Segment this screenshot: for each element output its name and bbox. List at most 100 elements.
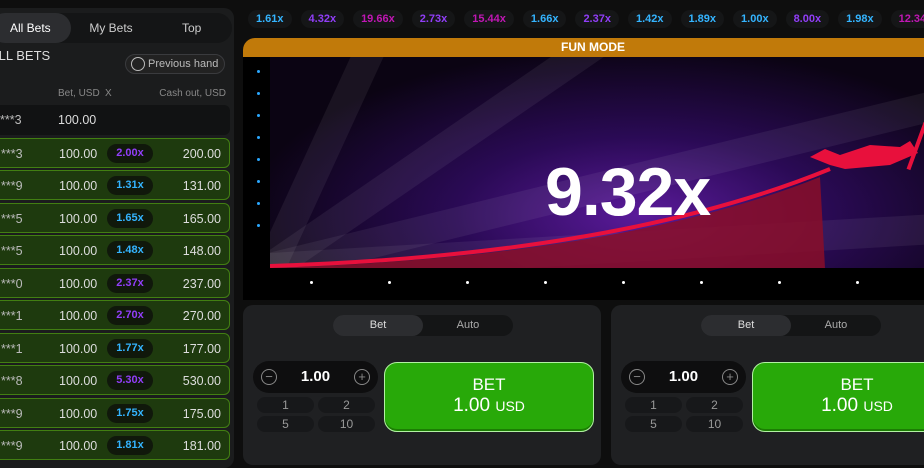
bets-list: ***3 100.00 ***3 100.00 2.00x 200.00 ***9… xyxy=(0,105,230,463)
axis-dot xyxy=(257,180,260,183)
axis-dot xyxy=(257,136,260,139)
user-name: ***8 xyxy=(1,374,23,388)
user-name: ***0 xyxy=(1,276,23,291)
cashout-multiplier: 1.75x xyxy=(107,403,153,423)
previous-hand-label: Previous hand xyxy=(148,58,219,70)
bet-panel: Bet Auto − 1.00 + 1 2 5 10 BET 1.00 USD xyxy=(611,305,924,465)
user-name: ***3 xyxy=(0,113,22,127)
bet-amount: 100.00 xyxy=(59,179,98,193)
bet-button[interactable]: BET 1.00 USD xyxy=(384,362,594,432)
minus-icon[interactable]: − xyxy=(261,369,277,385)
bet-button-currency: USD xyxy=(863,398,893,414)
cashout-multiplier: 1.81x xyxy=(107,436,153,455)
bet-amount-value[interactable]: 1.00 xyxy=(300,368,331,385)
cashout-multiplier: 2.70x xyxy=(107,306,153,325)
tab-top[interactable]: Top xyxy=(182,21,202,35)
bet-amount: 100.00 xyxy=(59,439,98,453)
minus-icon[interactable]: − xyxy=(629,369,645,385)
bet-amount: 100.00 xyxy=(59,276,98,291)
cashout-amount: 131.00 xyxy=(182,179,221,193)
user-name: ***3 xyxy=(1,146,23,161)
cashout-amount: 270.00 xyxy=(182,309,221,323)
axis-dot xyxy=(544,281,547,284)
history-multiplier[interactable]: 15.44x xyxy=(464,10,514,28)
cashout-amount: 175.00 xyxy=(182,406,221,421)
bet-row: ***9 100.00 1.81x 181.00 xyxy=(0,430,230,460)
game-area: FUN MODE 9.32x xyxy=(243,38,924,300)
axis-dot xyxy=(257,114,260,117)
history-multiplier[interactable]: 1.42x xyxy=(627,10,672,28)
history-multiplier[interactable]: 12.34x xyxy=(890,10,924,28)
quick-amount-button[interactable]: 5 xyxy=(257,416,314,432)
bet-button-label: BET xyxy=(472,375,506,394)
history-icon xyxy=(131,57,145,71)
bet-row: ***5 100.00 1.65x 165.00 xyxy=(0,202,230,233)
quick-amount-button[interactable]: 10 xyxy=(686,416,743,432)
bets-tabs: All Bets My Bets Top xyxy=(0,13,232,43)
bet-mode-tabs: Bet Auto xyxy=(333,315,513,336)
history-multiplier[interactable]: 4.32x xyxy=(300,10,345,28)
bet-amount-value[interactable]: 1.00 xyxy=(668,368,699,385)
cashout-multiplier: 1.77x xyxy=(107,338,153,358)
tab-auto[interactable]: Auto xyxy=(824,319,848,331)
axis-dot xyxy=(388,281,391,284)
bets-sidebar: All Bets My Bets Top ALL BETS Previous h… xyxy=(0,8,234,468)
col-x: X xyxy=(105,88,112,99)
bet-amount-stepper[interactable]: − 1.00 + xyxy=(253,361,378,393)
bet-amount: 100.00 xyxy=(59,406,98,421)
cashout-multiplier: 1.65x xyxy=(107,208,153,228)
history-multiplier[interactable]: 1.89x xyxy=(680,10,725,28)
section-title: ALL BETS xyxy=(0,48,51,63)
tab-all-bets[interactable]: All Bets xyxy=(0,13,71,43)
user-name: ***9 xyxy=(1,179,23,193)
history-multiplier[interactable]: 2.73x xyxy=(411,10,456,28)
bet-button[interactable]: BET 1.00 USD xyxy=(752,362,924,432)
user-name: ***9 xyxy=(1,439,23,453)
cashout-multiplier: 1.31x xyxy=(107,176,153,195)
plus-icon[interactable]: + xyxy=(354,369,370,385)
cashout-multiplier: 2.37x xyxy=(107,273,153,293)
cashout-amount: 200.00 xyxy=(182,146,221,161)
previous-hand-button[interactable]: Previous hand xyxy=(125,54,225,74)
bet-row: ***9 100.00 1.31x 131.00 xyxy=(0,170,230,200)
bet-button-amount: 1.00 xyxy=(453,395,491,416)
history-multiplier[interactable]: 2.37x xyxy=(575,10,619,28)
quick-amount-button[interactable]: 2 xyxy=(318,397,375,413)
multiplier-history: 1.61x 4.32x 19.66x 2.73x 15.44x 1.66x 2.37x 1.4… xyxy=(248,10,924,28)
flight-canvas: 9.32x xyxy=(270,57,924,268)
plus-icon[interactable]: + xyxy=(722,369,738,385)
tab-my-bets[interactable]: My Bets xyxy=(89,21,133,35)
quick-amount-button[interactable]: 1 xyxy=(257,397,314,413)
bet-button-currency: USD xyxy=(495,398,525,414)
history-multiplier[interactable]: 8.00x xyxy=(785,10,830,28)
cashout-multiplier: 5.30x xyxy=(107,371,153,390)
history-multiplier[interactable]: 19.66x xyxy=(353,10,403,28)
cashout-amount: 530.00 xyxy=(182,374,221,388)
bet-row: ***1 100.00 1.77x 177.00 xyxy=(0,332,230,363)
user-name: ***5 xyxy=(1,244,23,258)
bet-amount: 100.00 xyxy=(59,146,98,161)
bet-row: ***3 100.00 2.00x 200.00 xyxy=(0,137,230,168)
flight-graph xyxy=(270,57,924,268)
quick-amount-button[interactable]: 2 xyxy=(686,397,743,413)
history-multiplier[interactable]: 1.61x xyxy=(248,10,292,28)
bet-amount-stepper[interactable]: − 1.00 + xyxy=(621,361,746,393)
axis-dot xyxy=(257,202,260,205)
bet-amount: 100.00 xyxy=(59,374,98,388)
history-multiplier[interactable]: 1.98x xyxy=(838,10,882,28)
bet-amount: 100.00 xyxy=(59,309,98,323)
axis-dot xyxy=(257,92,260,95)
quick-amount-button[interactable]: 1 xyxy=(625,397,682,413)
cashout-multiplier: 2.00x xyxy=(107,143,153,163)
user-name: ***9 xyxy=(1,406,23,421)
quick-amount-button[interactable]: 5 xyxy=(625,416,682,432)
tab-bet[interactable]: Bet xyxy=(701,315,791,336)
col-bet: Bet, USD xyxy=(58,88,100,99)
quick-amount-button[interactable]: 10 xyxy=(318,416,375,432)
user-name: ***1 xyxy=(1,309,23,323)
history-multiplier[interactable]: 1.00x xyxy=(733,10,777,28)
axis-dot xyxy=(257,224,260,227)
tab-bet[interactable]: Bet xyxy=(333,315,423,336)
tab-auto[interactable]: Auto xyxy=(456,319,480,331)
history-multiplier[interactable]: 1.66x xyxy=(522,10,567,28)
